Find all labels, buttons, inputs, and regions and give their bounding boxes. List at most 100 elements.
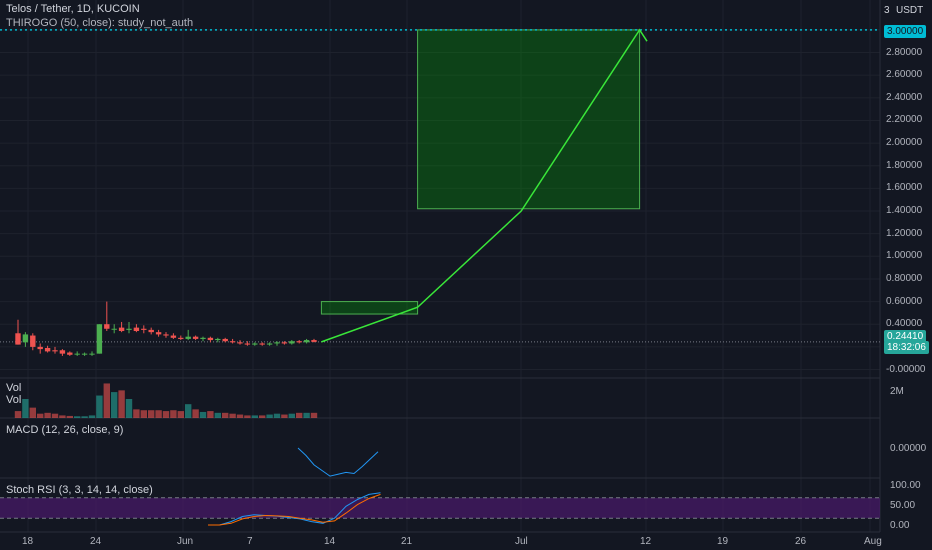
rsi-scale-50: 50.00 (890, 500, 916, 511)
currency-label[interactable]: USDT (896, 5, 924, 16)
candle-body-40 (311, 340, 317, 342)
time-tick-label: Jun (177, 536, 194, 547)
candle-body-27 (215, 338, 221, 341)
time-tick-label: 14 (324, 536, 336, 547)
price-tick-label: 0.40000 (886, 318, 923, 330)
volume-bar-6 (59, 415, 66, 418)
candle-body-10 (89, 353, 95, 355)
volume-bar-31 (244, 415, 251, 418)
price-tick-label: 1.80000 (886, 159, 923, 171)
price-tick-label: 2.40000 (886, 91, 923, 103)
candle-body-30 (237, 342, 243, 344)
candle-body-22 (178, 337, 184, 339)
candle-body-12 (104, 324, 110, 329)
candle-body-11 (96, 324, 103, 354)
macd-label: MACD (12, 26, close, 9) (6, 424, 124, 436)
price-tick-label: 2.20000 (886, 114, 923, 126)
time-tick-label: 24 (90, 536, 102, 547)
time-tick-label: 18 (22, 536, 34, 547)
volume-bar-34 (266, 414, 273, 418)
volume-bar-20 (162, 411, 170, 418)
candle-body-6 (59, 350, 66, 354)
chart-title: Telos / Tether, 1D, KUCOIN (6, 3, 140, 15)
time-tick-label: 19 (717, 536, 729, 547)
candle-body-19 (155, 332, 162, 335)
price-tick-label: 2.60000 (886, 69, 923, 81)
candle-body-7 (67, 352, 73, 355)
candle-body-36 (281, 342, 288, 344)
candle-body-25 (200, 337, 206, 339)
candle-body-33 (259, 343, 265, 345)
candle-body-14 (118, 327, 125, 332)
time-tick-label: Aug (864, 536, 882, 547)
candle-body-35 (274, 342, 280, 344)
candle-body-16 (133, 327, 140, 332)
macd-line (297, 447, 379, 477)
volume-bar-3 (37, 413, 44, 418)
macd-scale-label: 0.00000 (890, 443, 927, 454)
time-tick-label: 7 (247, 536, 253, 547)
price-tick-label: 0.80000 (886, 272, 923, 284)
volume-bar-12 (103, 383, 110, 418)
volume-bar-39 (303, 412, 310, 418)
volume-bar-26 (207, 411, 214, 418)
candle-body-1 (22, 334, 29, 343)
volume-bar-7 (66, 415, 73, 418)
price-scale-top-label: 3 (884, 5, 890, 16)
candle-body-29 (229, 341, 236, 343)
volume-bar-33 (259, 415, 266, 418)
volume-bar-15 (125, 399, 133, 418)
volume-label-1: Vol (6, 382, 22, 394)
candle-body-31 (244, 343, 251, 345)
candle-body-13 (111, 328, 117, 330)
volume-bar-18 (148, 410, 155, 418)
rsi-scale-0: 0.00 (890, 520, 910, 531)
candle-body-15 (126, 328, 132, 330)
stoch-rsi-d (208, 493, 381, 526)
candle-body-26 (207, 337, 214, 341)
projection-line (321, 28, 648, 343)
stoch-rsi-k (208, 492, 381, 526)
volume-bar-5 (51, 413, 59, 418)
volume-scale-label: 2M (890, 386, 904, 397)
candle-body-0 (15, 333, 21, 345)
candle-body-37 (289, 341, 295, 344)
time-tick-label: 26 (795, 536, 807, 547)
time-tick-label: 21 (401, 536, 413, 547)
volume-bar-28 (222, 412, 229, 418)
volume-bar-22 (177, 411, 184, 418)
volume-bar-35 (273, 413, 281, 418)
volume-bar-37 (288, 413, 295, 418)
stoch-rsi-band (0, 497, 880, 519)
rsi-scale-100: 100.00 (890, 480, 921, 491)
volume-bar-0 (14, 411, 22, 418)
volume-bar-29 (229, 413, 236, 418)
price-tick-label: 1.20000 (886, 227, 923, 239)
candle-body-32 (252, 343, 258, 345)
volume-bar-32 (251, 415, 258, 418)
price-tick-label: 1.00000 (886, 250, 923, 262)
volume-bar-10 (88, 415, 96, 418)
volume-bar-23 (185, 404, 192, 418)
candle-body-34 (266, 343, 273, 345)
candle-body-20 (163, 334, 169, 336)
time-tick-label: Jul (515, 536, 528, 547)
candle-body-9 (81, 353, 88, 355)
volume-bar-16 (133, 409, 140, 418)
candle-body-4 (44, 347, 51, 352)
volume-bar-38 (296, 412, 303, 418)
volume-bar-2 (29, 407, 36, 418)
target-price-tag: 3.00000 (884, 25, 927, 38)
candle-body-24 (192, 336, 199, 339)
candle-body-2 (30, 335, 36, 347)
volume-bar-11 (96, 395, 103, 418)
candle-body-23 (185, 336, 191, 339)
candle-body-28 (222, 338, 228, 342)
volume-bar-17 (140, 410, 147, 418)
candle-body-18 (148, 329, 154, 333)
volume-bar-40 (310, 412, 318, 418)
last-price-tag: 0.24410 (884, 330, 927, 343)
candle-body-38 (296, 341, 302, 343)
volume-bar-13 (111, 392, 118, 418)
